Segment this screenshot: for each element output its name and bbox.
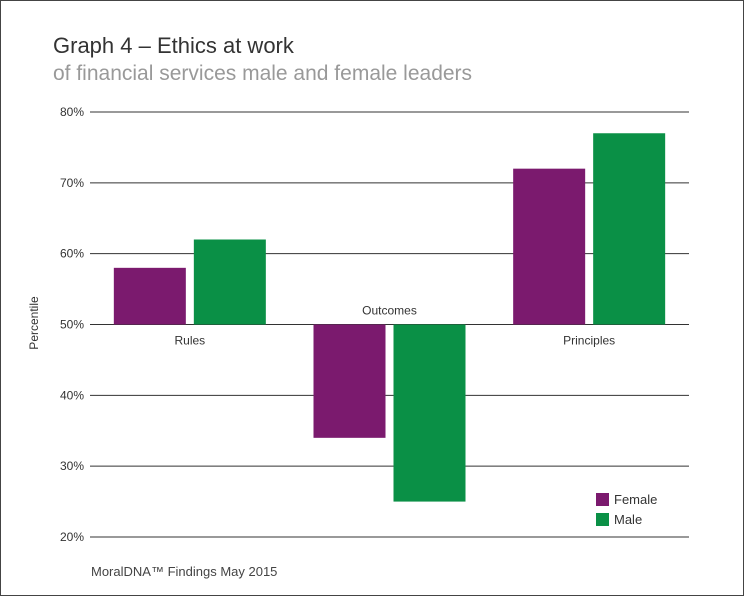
y-tick-label: 30% <box>60 459 84 473</box>
legend-swatch-female <box>596 493 609 506</box>
legend-label-male: Male <box>614 512 642 527</box>
legend: Female Male <box>596 492 657 527</box>
bar-male-principles <box>593 133 666 325</box>
category-label: Rules <box>174 334 205 348</box>
bar-female-rules <box>113 267 186 325</box>
bars <box>113 133 666 502</box>
y-tick-label: 80% <box>60 105 84 119</box>
bar-female-outcomes <box>313 324 386 438</box>
gridlines <box>90 111 689 538</box>
bar-male-outcomes <box>393 324 466 502</box>
bar-female-principles <box>513 168 586 325</box>
y-axis-label: Percentile <box>27 296 41 350</box>
chart-title: Graph 4 – Ethics at work <box>53 33 294 58</box>
category-label: Outcomes <box>362 304 417 318</box>
y-tick-label: 70% <box>60 176 84 190</box>
y-tick-label: 50% <box>60 318 84 332</box>
source-note: MoralDNA™ Findings May 2015 <box>91 564 278 579</box>
y-tick-labels: 20% 30% 40% 50% 60% 70% 80% <box>60 105 84 544</box>
y-tick-label: 60% <box>60 247 84 261</box>
category-labels: Rules Outcomes Principles <box>174 304 615 348</box>
y-tick-label: 20% <box>60 530 84 544</box>
bar-male-rules <box>193 239 266 325</box>
legend-label-female: Female <box>614 492 657 507</box>
y-tick-label: 40% <box>60 388 84 402</box>
legend-swatch-male <box>596 513 609 526</box>
category-label: Principles <box>563 334 615 348</box>
chart-subtitle: of financial services male and female le… <box>53 62 473 85</box>
